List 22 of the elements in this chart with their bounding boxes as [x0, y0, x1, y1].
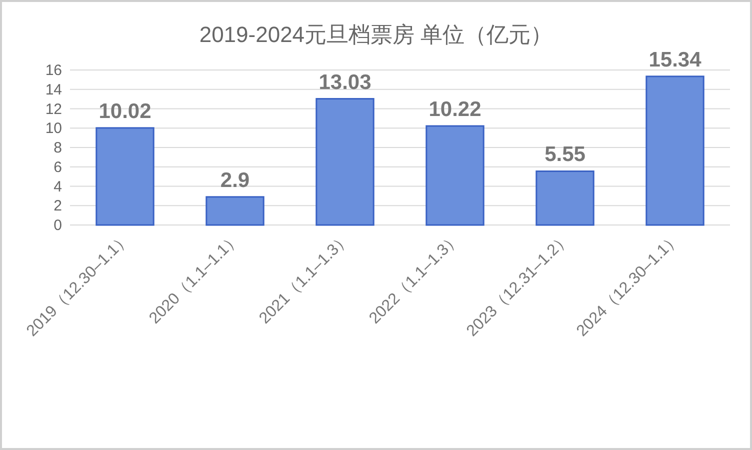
data-label: 15.34: [648, 48, 702, 72]
data-label: 5.55: [544, 143, 586, 166]
y-tick-label: 4: [54, 178, 62, 196]
bar: [426, 125, 484, 226]
y-tick-label: 6: [54, 158, 62, 176]
y-tick-label: 16: [45, 62, 62, 79]
data-label: 10.22: [428, 98, 482, 121]
y-tick-label: 0: [54, 217, 62, 234]
y-tick-label: 10: [45, 120, 62, 138]
chart-title: 2019-2024元旦档票房 单位（亿元）: [199, 22, 553, 47]
bar: [316, 98, 374, 226]
bar: [646, 76, 704, 226]
y-tick-label: 2: [54, 198, 62, 215]
bar: [96, 127, 154, 226]
bar: [206, 196, 264, 226]
bar: [536, 170, 594, 226]
y-tick-label: 8: [54, 140, 62, 156]
y-tick-label: 14: [45, 81, 62, 98]
data-label: 13.03: [318, 70, 372, 94]
y-tick-label: 12: [45, 100, 62, 118]
data-label: 2.9: [220, 168, 250, 192]
data-label: 10.02: [98, 100, 152, 123]
